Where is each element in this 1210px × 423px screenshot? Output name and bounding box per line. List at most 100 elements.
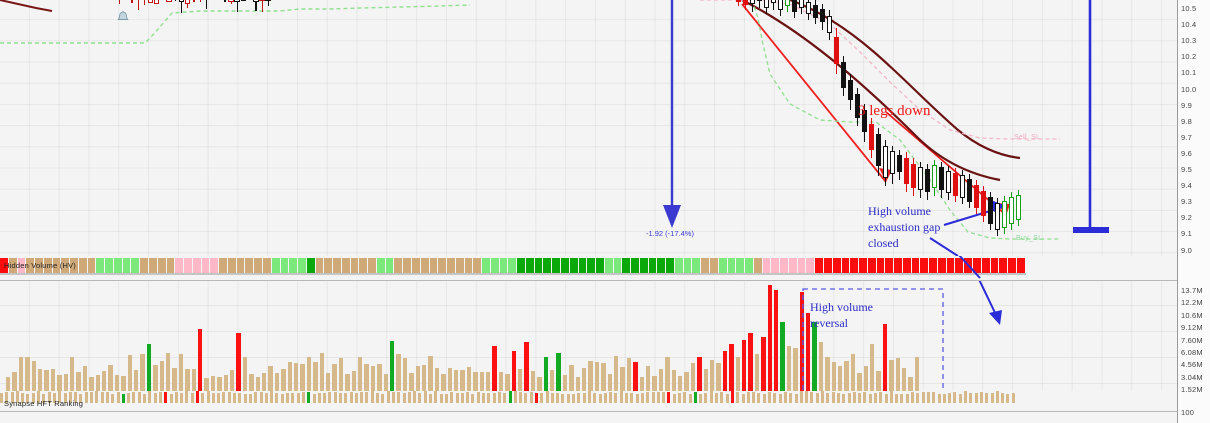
hv-cell[interactable]: [692, 258, 701, 273]
hft-cell[interactable]: [307, 391, 311, 403]
volume-bar[interactable]: [351, 371, 356, 391]
volume-bar[interactable]: [428, 356, 433, 391]
candlestick[interactable]: [271, 0, 278, 256]
candlestick[interactable]: [847, 0, 854, 256]
volume-bar[interactable]: [313, 361, 318, 391]
volume-bar[interactable]: [492, 346, 497, 391]
hv-cell[interactable]: [850, 258, 859, 273]
hft-cell[interactable]: [884, 393, 888, 403]
hv-cell[interactable]: [674, 258, 683, 273]
volume-bar[interactable]: [895, 357, 900, 391]
hft-cell[interactable]: [95, 391, 99, 403]
volume-bar[interactable]: [44, 369, 49, 391]
hv-cell[interactable]: [841, 258, 850, 273]
volume-bar[interactable]: [793, 348, 798, 391]
hft-cell[interactable]: [497, 391, 501, 403]
volume-bar[interactable]: [511, 350, 516, 391]
hft-cell[interactable]: [821, 391, 825, 403]
volume-bar[interactable]: [377, 364, 382, 391]
hv-cell[interactable]: [236, 258, 245, 273]
hv-cell[interactable]: [306, 258, 315, 273]
candlestick[interactable]: [980, 0, 987, 256]
volume-bar[interactable]: [588, 361, 593, 391]
hv-cell[interactable]: [859, 258, 867, 273]
hft-cell[interactable]: [911, 391, 915, 403]
hft-cell[interactable]: [799, 391, 803, 403]
volume-bar[interactable]: [594, 362, 600, 391]
volume-bar[interactable]: [134, 369, 139, 391]
price-panel[interactable]: 3 legs down High volume exhaustion gap c…: [0, 0, 1177, 256]
hft-cell[interactable]: [757, 392, 761, 403]
hv-cell[interactable]: [508, 258, 517, 273]
volume-bar[interactable]: [422, 365, 427, 391]
hft-cell[interactable]: [720, 392, 724, 403]
hft-cell[interactable]: [964, 391, 968, 403]
hv-cell[interactable]: [157, 258, 166, 273]
volume-bar[interactable]: [524, 341, 529, 391]
hv-cell[interactable]: [639, 258, 648, 273]
candlestick[interactable]: [924, 0, 931, 256]
volume-bar[interactable]: [716, 362, 721, 391]
hv-cell[interactable]: [70, 258, 78, 273]
volume-bar[interactable]: [626, 357, 632, 391]
hv-cell[interactable]: [701, 258, 710, 273]
volume-bar[interactable]: [620, 367, 625, 391]
hft-cell[interactable]: [577, 392, 581, 403]
hft-cell[interactable]: [699, 393, 703, 403]
hv-cell[interactable]: [569, 258, 578, 273]
hv-cell[interactable]: [797, 258, 806, 273]
volume-bar[interactable]: [479, 371, 484, 391]
volume-bar[interactable]: [242, 357, 248, 391]
hft-cell[interactable]: [460, 393, 464, 403]
hft-cell[interactable]: [407, 392, 411, 403]
volume-bar[interactable]: [345, 374, 350, 391]
volume-bar[interactable]: [82, 365, 88, 391]
hft-cell[interactable]: [768, 392, 772, 403]
hft-cell[interactable]: [969, 393, 973, 403]
candlestick[interactable]: [812, 0, 819, 256]
hv-cell[interactable]: [438, 258, 447, 273]
hft-cell[interactable]: [773, 392, 777, 403]
candlestick[interactable]: [203, 0, 210, 256]
hft-cell[interactable]: [794, 393, 798, 403]
volume-bar[interactable]: [223, 374, 228, 391]
hft-cell[interactable]: [180, 393, 184, 403]
hv-cell[interactable]: [394, 258, 403, 273]
hft-cell[interactable]: [858, 392, 862, 403]
candlestick[interactable]: [159, 0, 166, 256]
volume-bar[interactable]: [742, 339, 747, 391]
hft-cell[interactable]: [354, 392, 358, 403]
hft-cell[interactable]: [582, 392, 586, 403]
hv-cell[interactable]: [464, 258, 473, 273]
volume-bar[interactable]: [454, 369, 459, 391]
hft-cell[interactable]: [651, 392, 655, 403]
hv-cell[interactable]: [990, 258, 999, 273]
volume-bar[interactable]: [806, 312, 811, 391]
volume-bar[interactable]: [684, 371, 689, 391]
candlestick[interactable]: [763, 0, 770, 256]
hv-cell[interactable]: [753, 258, 762, 273]
hft-cell[interactable]: [439, 393, 443, 403]
hv-cell[interactable]: [596, 258, 604, 273]
volume-bar[interactable]: [774, 290, 779, 391]
volume-bar[interactable]: [473, 372, 478, 391]
hv-cell[interactable]: [420, 258, 429, 273]
hft-cell[interactable]: [619, 391, 623, 403]
hv-cell[interactable]: [350, 258, 359, 273]
volume-bar[interactable]: [562, 375, 568, 391]
hft-cell[interactable]: [450, 391, 454, 403]
hft-cell[interactable]: [158, 391, 162, 403]
hft-ranking-ribbon[interactable]: [0, 391, 1017, 403]
candlestick[interactable]: [861, 0, 868, 256]
hft-cell[interactable]: [942, 393, 946, 403]
volume-bar[interactable]: [217, 376, 222, 391]
hv-cell[interactable]: [254, 258, 262, 273]
hft-cell[interactable]: [704, 393, 708, 403]
hft-cell[interactable]: [455, 393, 459, 403]
hv-cell[interactable]: [981, 258, 990, 273]
hv-cell[interactable]: [429, 258, 438, 273]
volume-bar[interactable]: [812, 321, 817, 391]
hft-cell[interactable]: [391, 391, 395, 403]
candlestick[interactable]: [756, 0, 763, 256]
candlestick[interactable]: [819, 0, 826, 256]
